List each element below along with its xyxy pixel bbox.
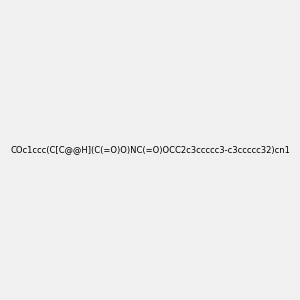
Text: COc1ccc(C[C@@H](C(=O)O)NC(=O)OCC2c3ccccc3-c3ccccc32)cn1: COc1ccc(C[C@@H](C(=O)O)NC(=O)OCC2c3ccccc… [10,146,290,154]
